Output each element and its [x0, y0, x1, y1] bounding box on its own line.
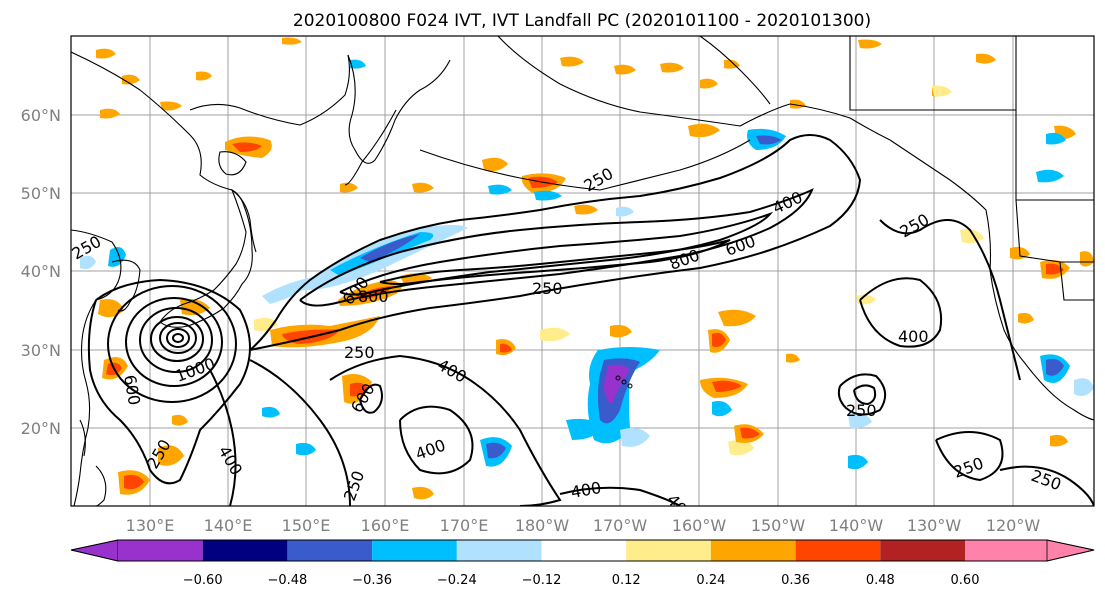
- colorbar-segment: [456, 540, 542, 561]
- colorbar-tick: −0.24: [437, 573, 477, 588]
- colorbar-segment: [202, 540, 288, 561]
- lon-label: 160°W: [672, 516, 727, 535]
- colorbar-segment: [795, 540, 881, 561]
- contour-label: 400: [898, 327, 929, 346]
- colorbar-outline: [70, 539, 1095, 562]
- colorbar-tick: −0.60: [183, 573, 223, 588]
- colorbar-tick: 0.48: [866, 573, 895, 588]
- colorbar-segment: [965, 540, 1047, 561]
- latitude-labels: 60°N 50°N 40°N 30°N 20°N: [21, 106, 61, 438]
- lat-label: 30°N: [21, 341, 61, 360]
- lon-label: 140°E: [204, 516, 253, 535]
- lon-label: 170°W: [593, 516, 648, 535]
- colorbar-tick: −0.48: [267, 573, 307, 588]
- colorbar-segment: [1046, 539, 1095, 562]
- colorbar-segment: [880, 540, 965, 561]
- lon-label: 180°W: [515, 516, 570, 535]
- lat-label: 50°N: [21, 184, 61, 203]
- colorbar-segment: [541, 540, 627, 561]
- figure-title: 2020100800 F024 IVT, IVT Landfall PC (20…: [293, 11, 871, 31]
- colorbar-segment: [118, 540, 203, 561]
- colorbar-segment: [287, 540, 373, 561]
- colorbar-tick: 0.36: [781, 573, 810, 588]
- colorbar-tick: −0.36: [352, 573, 392, 588]
- map-panel: 250 250 250 250 250 250 250 250 250 250 …: [70, 35, 1095, 507]
- lon-label: 170°E: [440, 516, 489, 535]
- lon-label: 140°W: [829, 516, 884, 535]
- lon-label: 150°W: [751, 516, 806, 535]
- colorbar-segment: [70, 539, 119, 562]
- lat-label: 20°N: [21, 419, 61, 438]
- contour-label: 250: [532, 279, 563, 298]
- colorbar-segment: [626, 540, 711, 561]
- lon-label: 130°W: [907, 516, 962, 535]
- longitude-labels: 130°E 140°E 150°E 160°E 170°E 180°W 170°…: [126, 516, 1041, 535]
- lon-label: 160°E: [361, 516, 410, 535]
- lon-label: 130°E: [126, 516, 175, 535]
- colorbar-segment: [710, 540, 796, 561]
- colorbar-tick: 0.24: [696, 573, 725, 588]
- colorbar-tick: 0.60: [951, 573, 980, 588]
- contour-label: 250: [846, 401, 877, 420]
- lon-label: 150°E: [282, 516, 331, 535]
- map-frame: [70, 35, 1095, 507]
- colorbar-tick: 0.12: [612, 573, 641, 588]
- colorbar-segment: [372, 540, 457, 561]
- lat-label: 60°N: [21, 106, 61, 125]
- lat-label: 40°N: [21, 262, 61, 281]
- lon-label: 120°W: [986, 516, 1041, 535]
- contour-label: 800: [358, 287, 389, 306]
- ivt-contours: [87, 134, 1094, 506]
- colorbar-ticks: −0.60 −0.48 −0.36 −0.24 −0.12 0.12 0.24 …: [183, 573, 980, 588]
- colorbar-tick: −0.12: [522, 573, 562, 588]
- colorbar: −0.60 −0.48 −0.36 −0.24 −0.12 0.12 0.24 …: [70, 539, 1095, 588]
- contour-label: 250: [344, 343, 375, 362]
